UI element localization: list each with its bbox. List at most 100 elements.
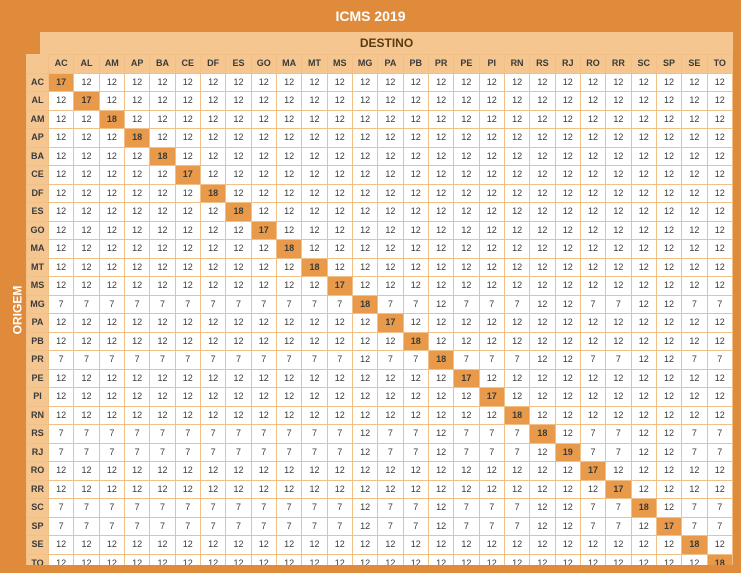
cell: 12 xyxy=(530,351,555,370)
cell: 12 xyxy=(302,314,327,333)
cell: 12 xyxy=(352,129,377,148)
cell: 12 xyxy=(631,388,656,407)
cell: 12 xyxy=(226,388,251,407)
cell: 12 xyxy=(530,240,555,259)
cell: 12 xyxy=(251,129,276,148)
col-header: PI xyxy=(479,55,504,74)
cell: 12 xyxy=(251,406,276,425)
cell: 12 xyxy=(403,110,428,129)
cell: 7 xyxy=(226,351,251,370)
cell: 12 xyxy=(555,240,580,259)
cell: 12 xyxy=(656,314,681,333)
cell: 12 xyxy=(99,258,124,277)
icms-matrix-table: ACALAMAPBACEDFESGOMAMTMSMGPAPBPRPEPIRNRS… xyxy=(26,54,733,565)
cell: 12 xyxy=(555,110,580,129)
cell: 12 xyxy=(656,406,681,425)
cell: 12 xyxy=(504,462,529,481)
cell: 7 xyxy=(74,295,99,314)
cell: 12 xyxy=(200,388,225,407)
cell: 12 xyxy=(175,406,200,425)
cell: 12 xyxy=(200,92,225,111)
cell: 12 xyxy=(327,314,352,333)
cell: 12 xyxy=(276,147,301,166)
col-header: TO xyxy=(707,55,732,74)
cell: 12 xyxy=(352,517,377,536)
cell: 12 xyxy=(352,388,377,407)
cell: 12 xyxy=(150,277,175,296)
cell: 12 xyxy=(479,480,504,499)
cell: 7 xyxy=(175,425,200,444)
cell: 12 xyxy=(276,203,301,222)
cell: 12 xyxy=(504,536,529,555)
cell: 12 xyxy=(378,184,403,203)
cell: 12 xyxy=(682,258,707,277)
cell: 12 xyxy=(49,277,74,296)
cell: 7 xyxy=(276,295,301,314)
cell: 7 xyxy=(74,517,99,536)
cell: 7 xyxy=(251,351,276,370)
cell: 12 xyxy=(352,351,377,370)
cell: 12 xyxy=(327,147,352,166)
cell: 12 xyxy=(555,129,580,148)
cell: 12 xyxy=(682,406,707,425)
cell-diagonal: 19 xyxy=(555,443,580,462)
cell: 7 xyxy=(175,351,200,370)
cell: 7 xyxy=(175,499,200,518)
cell: 12 xyxy=(276,277,301,296)
cell: 12 xyxy=(631,517,656,536)
cell: 12 xyxy=(555,92,580,111)
cell: 12 xyxy=(327,554,352,565)
cell-diagonal: 18 xyxy=(276,240,301,259)
cell: 12 xyxy=(606,258,631,277)
cell: 12 xyxy=(99,203,124,222)
cell: 12 xyxy=(352,499,377,518)
cell: 7 xyxy=(403,295,428,314)
cell: 12 xyxy=(656,425,681,444)
cell: 12 xyxy=(226,73,251,92)
row-header: PB xyxy=(27,332,49,351)
cell: 12 xyxy=(454,92,479,111)
cell: 12 xyxy=(251,203,276,222)
cell: 7 xyxy=(276,351,301,370)
cell: 12 xyxy=(428,406,453,425)
cell: 12 xyxy=(580,147,605,166)
cell: 12 xyxy=(124,203,149,222)
cell: 12 xyxy=(99,480,124,499)
cell: 12 xyxy=(276,332,301,351)
cell: 12 xyxy=(656,92,681,111)
cell: 7 xyxy=(74,499,99,518)
cell: 7 xyxy=(302,425,327,444)
cell: 12 xyxy=(226,536,251,555)
cell: 12 xyxy=(49,129,74,148)
cell: 12 xyxy=(606,406,631,425)
cell: 12 xyxy=(682,369,707,388)
cell: 12 xyxy=(580,536,605,555)
cell: 12 xyxy=(403,277,428,296)
cell: 12 xyxy=(302,277,327,296)
cell: 12 xyxy=(302,73,327,92)
cell: 7 xyxy=(403,443,428,462)
cell: 7 xyxy=(302,295,327,314)
cell: 12 xyxy=(99,277,124,296)
cell: 12 xyxy=(504,110,529,129)
cell: 12 xyxy=(707,166,732,185)
cell: 12 xyxy=(276,388,301,407)
cell: 12 xyxy=(580,129,605,148)
cell: 12 xyxy=(504,332,529,351)
cell: 12 xyxy=(302,203,327,222)
cell: 12 xyxy=(682,480,707,499)
cell: 12 xyxy=(74,184,99,203)
cell: 12 xyxy=(175,92,200,111)
cell: 7 xyxy=(479,295,504,314)
cell: 12 xyxy=(276,480,301,499)
cell: 12 xyxy=(606,314,631,333)
cell: 12 xyxy=(707,314,732,333)
cell: 7 xyxy=(49,295,74,314)
cell: 12 xyxy=(150,129,175,148)
cell: 12 xyxy=(631,184,656,203)
cell: 12 xyxy=(682,203,707,222)
row-header: RJ xyxy=(27,443,49,462)
cell: 12 xyxy=(656,443,681,462)
cell: 12 xyxy=(454,221,479,240)
cell: 12 xyxy=(200,258,225,277)
